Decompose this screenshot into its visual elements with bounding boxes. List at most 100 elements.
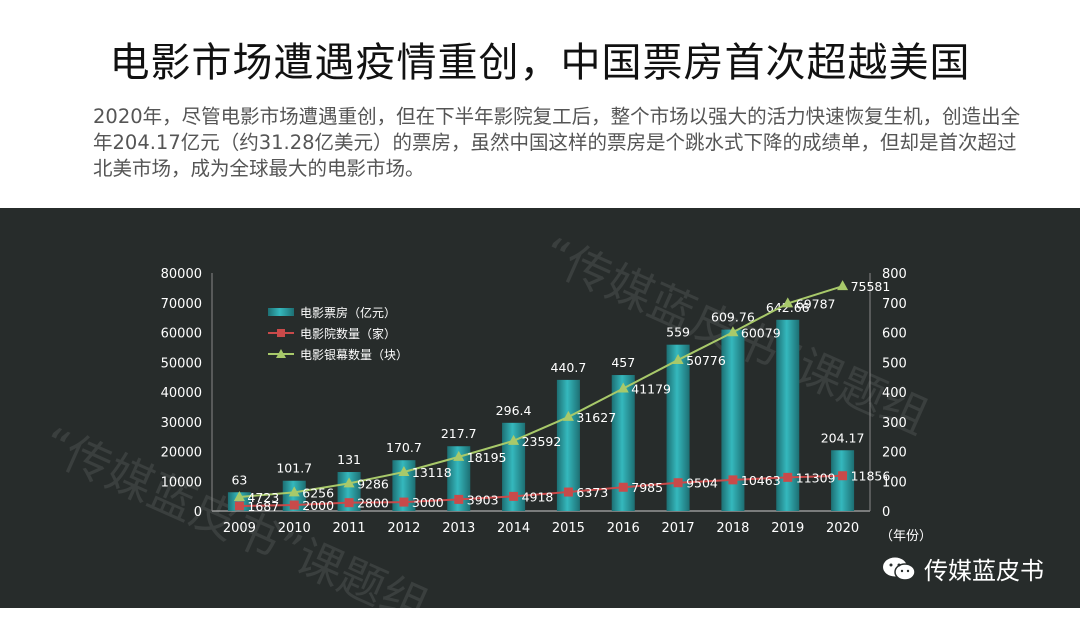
legend-swatch-marker [277, 329, 285, 337]
cinemas-value-label: 11856 [851, 469, 891, 484]
chart-panel: “传媒蓝皮书”课题组 “传媒蓝皮书”课题组 010000200003000040… [0, 208, 1080, 635]
bar-box-office [502, 422, 526, 511]
x-axis-tick-label: 2016 [607, 521, 640, 536]
legend-swatch-marker [276, 349, 286, 358]
screens-marker [672, 353, 684, 364]
bar-box-office [447, 446, 471, 511]
left-axis-tick-label: 20000 [161, 446, 202, 461]
cinemas-value-label: 10463 [741, 473, 781, 488]
left-axis-tick-label: 10000 [161, 475, 202, 490]
combo-chart: 0100002000030000400005000060000700008000… [161, 267, 932, 544]
cinemas-value-label: 6373 [576, 485, 608, 500]
cinemas-value-label: 11309 [796, 470, 836, 485]
bar-value-label: 170.7 [386, 440, 422, 455]
x-axis-tick-label: 2011 [333, 521, 366, 536]
right-axis-tick-label: 200 [882, 446, 907, 461]
right-axis-tick-label: 300 [882, 416, 907, 431]
cinemas-marker [509, 491, 519, 501]
screens-value-label: 60079 [741, 325, 781, 340]
x-axis-tick-label: 2018 [716, 521, 749, 536]
right-axis-tick-label: 600 [882, 327, 907, 342]
screens-marker [837, 280, 849, 291]
bar-box-office [776, 319, 800, 511]
left-axis-tick-label: 60000 [161, 327, 202, 342]
wechat-icon [883, 557, 916, 581]
cinemas-value-label: 2000 [302, 498, 334, 513]
left-axis-tick-label: 70000 [161, 297, 202, 312]
left-axis-tick-label: 50000 [161, 356, 202, 371]
cinemas-marker [838, 471, 848, 481]
cinemas-value-label: 3000 [412, 495, 444, 510]
right-axis-tick-label: 800 [882, 267, 907, 282]
left-axis-tick-label: 30000 [161, 416, 202, 431]
screens-marker [233, 490, 245, 501]
x-axis-tick-label: 2013 [442, 521, 475, 536]
screens-value-label: 4723 [247, 490, 279, 505]
x-axis-tick-label: 2009 [223, 521, 256, 536]
screens-value-label: 6256 [302, 485, 334, 500]
legend-swatch-bar [268, 308, 294, 316]
left-axis-tick-label: 0 [194, 505, 202, 520]
bar-value-label: 101.7 [276, 461, 312, 476]
cinemas-marker [289, 500, 299, 510]
screens-marker [343, 477, 355, 488]
screens-marker [562, 410, 574, 421]
brand: 传媒蓝皮书 [882, 551, 1044, 586]
page-description: 2020年，尽管电影市场遭遇重创，但在下半年影院复工后，整个市场以强大的活力快速… [93, 105, 1021, 180]
screens-value-label: 9286 [357, 476, 389, 491]
brand-name: 传媒蓝皮书 [924, 557, 1044, 585]
screens-value-label: 41179 [631, 381, 671, 396]
x-axis-tick-label: 2012 [387, 521, 420, 536]
x-axis-tick-label: 2014 [497, 521, 530, 536]
cinemas-marker [673, 478, 683, 488]
legend-label: 电影银幕数量（块） [300, 347, 408, 362]
bar-value-label: 440.7 [551, 360, 587, 375]
right-axis-tick-label: 400 [882, 386, 907, 401]
screens-value-label: 50776 [686, 353, 726, 368]
cinemas-marker [728, 475, 738, 485]
cinemas-marker [783, 472, 793, 482]
cinemas-marker [399, 497, 409, 507]
screens-marker [398, 465, 410, 476]
right-axis-tick-label: 500 [882, 356, 907, 371]
x-axis-tick-label: 2019 [771, 521, 804, 536]
bar-value-label: 559 [666, 325, 690, 340]
cinemas-line [239, 474, 843, 507]
right-axis-tick-label: 100 [882, 475, 907, 490]
cinemas-marker [618, 482, 628, 492]
bar-box-office [666, 344, 690, 511]
cinemas-value-label: 9504 [686, 476, 718, 491]
bar-box-office [831, 450, 855, 511]
x-axis-unit-label: （年份） [880, 529, 932, 544]
cinemas-marker [454, 494, 464, 504]
screens-marker [508, 434, 520, 445]
cinemas-marker [344, 498, 354, 508]
screens-value-label: 13118 [412, 465, 452, 480]
bar-value-label: 217.7 [441, 426, 477, 441]
bar-value-label: 131 [337, 452, 361, 467]
legend-label: 电影票房（亿元） [300, 305, 396, 320]
bar-box-office [721, 329, 745, 511]
cinemas-value-label: 7985 [631, 480, 663, 495]
bar-value-label: 63 [231, 472, 247, 487]
cinemas-value-label: 1687 [247, 499, 279, 514]
right-axis-tick-label: 0 [882, 505, 890, 520]
left-axis-tick-label: 80000 [161, 267, 202, 282]
bar-value-label: 609.76 [711, 310, 755, 325]
legend-label: 电影院数量（家） [300, 326, 396, 341]
cinemas-marker [563, 487, 573, 497]
screens-marker [782, 297, 794, 308]
screens-marker [288, 486, 300, 497]
screens-value-label: 23592 [522, 434, 562, 449]
screens-value-label: 69787 [796, 296, 836, 311]
bar-value-label: 204.17 [821, 430, 865, 445]
x-axis-tick-label: 2010 [278, 521, 311, 536]
screens-marker [617, 382, 629, 393]
bar-box-office [556, 379, 580, 511]
cinemas-value-label: 3903 [467, 492, 499, 507]
x-axis-tick-label: 2017 [662, 521, 695, 536]
screens-line [239, 285, 843, 498]
screens-value-label: 18195 [467, 450, 507, 465]
cinemas-marker [234, 501, 244, 511]
x-axis-tick-label: 2015 [552, 521, 585, 536]
